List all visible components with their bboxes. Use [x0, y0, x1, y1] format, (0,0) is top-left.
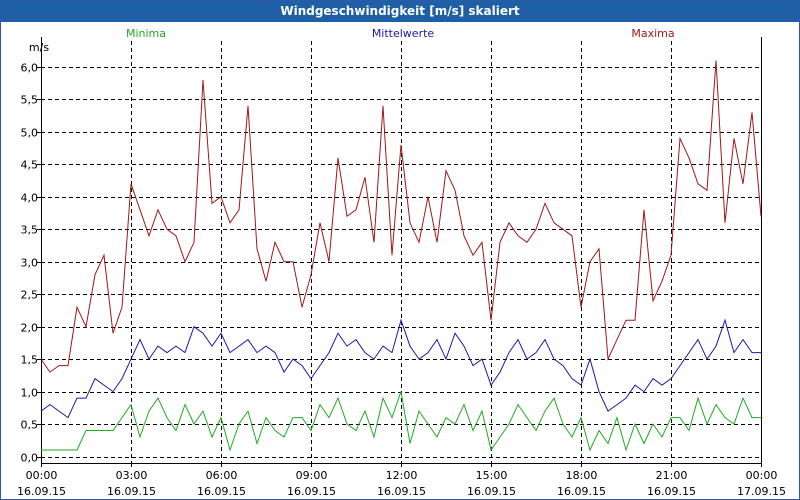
series-line-maxima — [40, 60, 762, 373]
x-tick-time: 09:00 — [296, 469, 328, 482]
x-tick-time: 12:00 — [386, 469, 418, 482]
y-tick-labels: 0,0 0,5 1,0 1,5 2,0 2,5 3,0 3,5 4,0 4,5 5,0 5,5 6,0 — [21, 62, 39, 465]
y-tick-label: 5,0 — [21, 127, 39, 140]
y-tick-label: 0,5 — [21, 419, 39, 432]
y-tick-label: 1,5 — [21, 354, 39, 367]
x-tick-time: 21:00 — [656, 469, 688, 482]
legend-entry-maxima: Maxima — [631, 27, 674, 40]
x-tick-date: 16.09.15 — [287, 485, 336, 498]
y-tick-label: 5,5 — [21, 94, 39, 107]
x-tick-time: 06:00 — [206, 469, 238, 482]
y-axis-label: m/s — [29, 41, 49, 54]
x-tick-date: 16.09.15 — [17, 485, 66, 498]
y-tick-label: 6,0 — [21, 62, 39, 75]
y-tick-label: 2,0 — [21, 322, 39, 335]
y-tick-label: 3,0 — [21, 257, 39, 270]
x-tick-labels: 00:00 16.09.15 03:00 16.09.15 06:00 16.09.15 0… — [17, 469, 786, 498]
x-tick-date: 16.09.15 — [197, 485, 246, 498]
x-tick-date: 17.09.15 — [737, 485, 786, 498]
x-tick-time: 18:00 — [566, 469, 598, 482]
x-tick-time: 00:00 — [746, 469, 778, 482]
x-tick-time: 03:00 — [116, 469, 148, 482]
series-lines — [40, 60, 762, 452]
x-tick-time: 00:00 — [26, 469, 58, 482]
legend-entry-minima: Minima — [126, 27, 166, 40]
y-tick-label: 1,0 — [21, 387, 39, 400]
axes — [41, 37, 762, 464]
x-tick-date: 16.09.15 — [647, 485, 696, 498]
legend-entry-mittelwerte: Mittelwerte — [372, 27, 435, 40]
x-tick-date: 16.09.15 — [467, 485, 516, 498]
grid-lines — [37, 41, 762, 467]
legend: Minima Mittelwerte Maxima — [126, 27, 675, 40]
y-tick-label: 3,5 — [21, 224, 39, 237]
y-tick-label: 4,0 — [21, 192, 39, 205]
chart-title: Windgeschwindigkeit [m/s] skaliert — [1, 1, 799, 22]
x-tick-date: 16.09.15 — [377, 485, 426, 498]
y-tick-label: 4,5 — [21, 159, 39, 172]
x-tick-date: 16.09.15 — [107, 485, 156, 498]
series-line-minima — [41, 391, 761, 452]
series-line-mittelwerte — [40, 318, 761, 419]
x-tick-date: 16.09.15 — [557, 485, 606, 498]
x-tick-time: 15:00 — [476, 469, 508, 482]
y-tick-label: 0,0 — [21, 452, 39, 465]
y-tick-label: 2,5 — [21, 289, 39, 302]
